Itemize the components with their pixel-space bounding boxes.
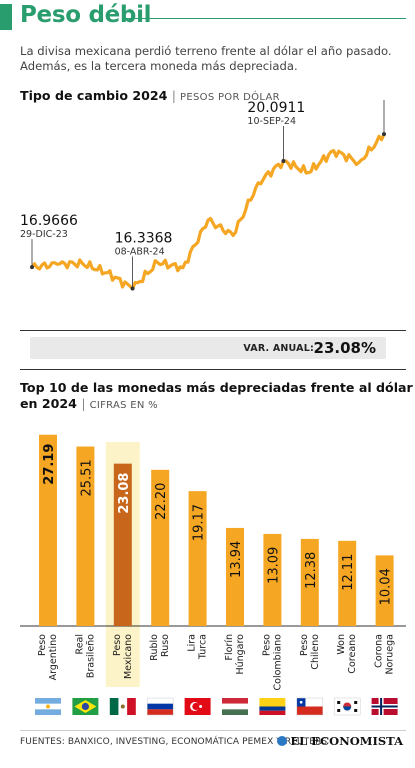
brazil-flag [72,698,99,715]
category-label: Peso [261,634,272,656]
turkey-flag [184,698,211,715]
bar-chart-title-line1: Top 10 de las monedas más depreciadas fr… [20,380,413,395]
bar [113,463,132,626]
category-label: Turca [198,634,209,660]
annotation-date: 10-SEP-24 [247,116,296,127]
line-chart-divider [20,330,406,331]
category-label: Won [336,634,347,655]
bar [375,555,394,626]
bar [300,538,319,626]
logo-mark-icon [277,736,288,746]
page-subtitle: La divisa mexicana perdió terreno frente… [20,44,392,73]
line-chart-title-text: Tipo de cambio 2024 [20,88,168,103]
bar-chart-unit: CIFRAS EN % [89,400,158,411]
bar-value-label: 23.08 [117,473,132,514]
category-label: Real [74,634,85,654]
russia-flag [146,697,174,716]
annotation-point [130,286,135,291]
annotation-value: 16.3368 [115,231,173,247]
bar-value-label: 12.38 [304,552,319,589]
bar-chart-title-line2: en 2024 [20,396,77,411]
bar-chart-title: Top 10 de las monedas más depreciadas fr… [20,380,413,414]
annotation-value: 16.9666 [20,213,78,229]
bar-value-label: 19.17 [192,504,207,541]
annual-variation-label: VAR. ANUAL: [243,343,314,354]
category-label: Ruso [160,634,171,657]
annotation-value: 20.0911 [247,100,305,116]
logo-text: EL ECONOMISTA [290,734,403,748]
annotation-point [30,265,34,270]
category-label: Florín [224,634,235,660]
header-accent-bar [0,4,12,30]
line-chart-title: Tipo de cambio 2024 | PESOS POR DÓLAR [20,88,280,103]
bar [338,540,357,626]
annotation-date: 29-DIC-23 [20,229,68,240]
bar-value-label: 25.51 [79,459,94,496]
category-label: Corona [374,634,385,668]
bar [151,469,170,626]
category-label: Coreano [347,634,358,674]
bar [76,446,95,626]
bar-value-label: 22.20 [154,483,169,520]
bar [39,434,57,626]
annotation-point [281,159,286,164]
category-label: Chileno [310,634,321,670]
annual-variation-value: 23.08% [313,339,376,357]
annotation-date: 08-ABR-24 [115,247,165,258]
colombia-flag [259,698,286,715]
mexico-flag [109,698,136,715]
bar-value-label: 10.04 [379,568,394,605]
category-label: Peso [37,634,48,656]
chile-flag [296,697,324,716]
title-separator: | [171,88,181,103]
exchange-rate-line [30,132,386,291]
bar-value-label: 27.19 [42,444,57,485]
norway-flag [371,698,398,715]
bar-value-label: 13.94 [229,541,244,578]
header-rule [126,18,406,19]
section-divider [20,369,406,370]
hungary-flag [222,698,248,715]
bar [188,491,207,626]
publisher-logo: EL ECONOMISTA [277,734,403,748]
argentina-flag [35,698,61,715]
header: Peso débil [0,0,415,34]
category-label: Argentino [48,634,59,681]
category-label: Peso [299,634,310,656]
bar [263,533,282,626]
line-chart-unit: PESOS POR DÓLAR [180,92,280,103]
category-label: Húngaro [235,634,246,675]
bar-value-label: 13.09 [266,547,281,584]
bar-value-label: 12.11 [341,554,356,591]
category-label: Brasileño [85,634,96,678]
title-separator: | [81,396,90,411]
korea-flag [333,697,361,716]
bar [226,527,244,626]
category-label: Rublo [149,634,160,661]
category-label: Mexicano [123,634,134,679]
sources-footer: FUENTES: BANXICO, INVESTING, ECONOMÁTICA… [20,737,328,747]
category-label: Peso [112,634,123,656]
annotation-point [382,132,386,137]
footer-divider [20,730,406,731]
page-title: Peso débil [20,2,152,28]
category-label: Lira [187,634,198,652]
category-label: Noruega [385,634,396,675]
annual-variation-box: VAR. ANUAL: 23.08% [30,337,386,359]
category-label: Colombiano [272,634,283,691]
